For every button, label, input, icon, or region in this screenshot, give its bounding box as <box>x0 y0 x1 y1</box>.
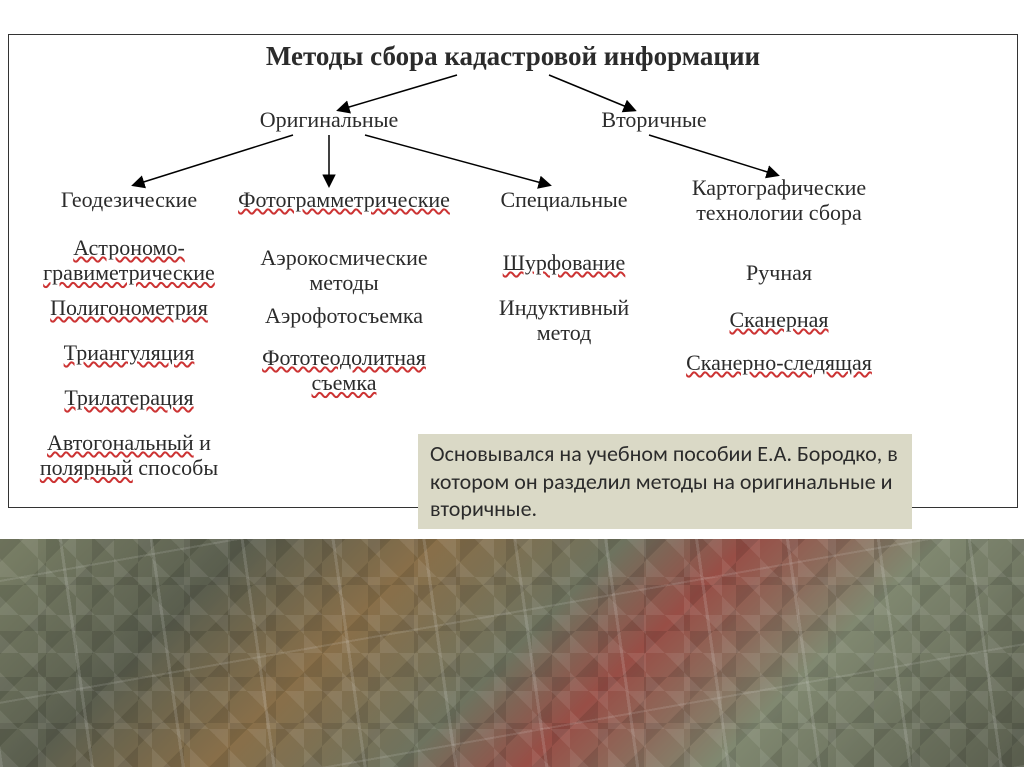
underline-text: Триангуляция <box>64 340 195 365</box>
underline-text: Трилатерация <box>64 385 193 410</box>
node-col1-item2: Триангуляция <box>9 340 249 365</box>
node-cartographic: Картографические технологии сбора <box>669 175 889 226</box>
node-col2-item2: Фототеодолитная съемка <box>229 345 459 396</box>
underline-text: Фотограмметрические <box>238 187 450 212</box>
node-col3-item0: Шурфование <box>469 250 659 275</box>
underline-text: Сканерная <box>730 307 829 332</box>
node-col2-item1: Аэрофотосъемка <box>229 303 459 328</box>
underline-text: Фототеодолитная съемка <box>262 345 426 395</box>
node-sec-item0: Ручная <box>669 260 889 285</box>
underline-text: Сканерно-следящая <box>686 350 872 375</box>
node-col1-tail: Автогональный и полярный способы <box>9 430 249 481</box>
tail-under: полярный <box>40 455 133 480</box>
underline-text: Астрономо-гравиметрические <box>43 235 215 285</box>
node-photogrammetric: Фотограмметрические <box>229 187 459 212</box>
node-sec-item1: Сканерная <box>669 307 889 332</box>
node-original: Оригинальные <box>229 107 429 132</box>
underline-text: Шурфование <box>503 250 626 275</box>
node-col1-item0: Астрономо-гравиметрические <box>9 235 249 286</box>
tail-suffix: способы <box>133 455 218 480</box>
node-col2-item0: Аэрокосмические методы <box>229 245 459 296</box>
diagram-title: Методы сбора кадастровой информации <box>9 41 1017 72</box>
aerial-photo <box>0 539 1024 767</box>
node-special: Специальные <box>469 187 659 212</box>
node-col1-item3: Трилатерация <box>9 385 249 410</box>
tail-joiner: и <box>194 430 211 455</box>
underline-text: Полигонометрия <box>50 295 208 320</box>
node-sec-item2: Сканерно-следящая <box>669 350 889 375</box>
node-geodesic: Геодезические <box>9 187 249 212</box>
node-col3-item1: Индуктивный метод <box>469 295 659 346</box>
node-col1-item1: Полигонометрия <box>9 295 249 320</box>
tail-plain: Автогональный <box>47 430 194 455</box>
slide: Методы сбора кадастровой информации Ориг… <box>0 0 1024 767</box>
node-secondary: Вторичные <box>554 107 754 132</box>
note-box: Основывался на учебном пособии Е.А. Боро… <box>418 434 912 529</box>
